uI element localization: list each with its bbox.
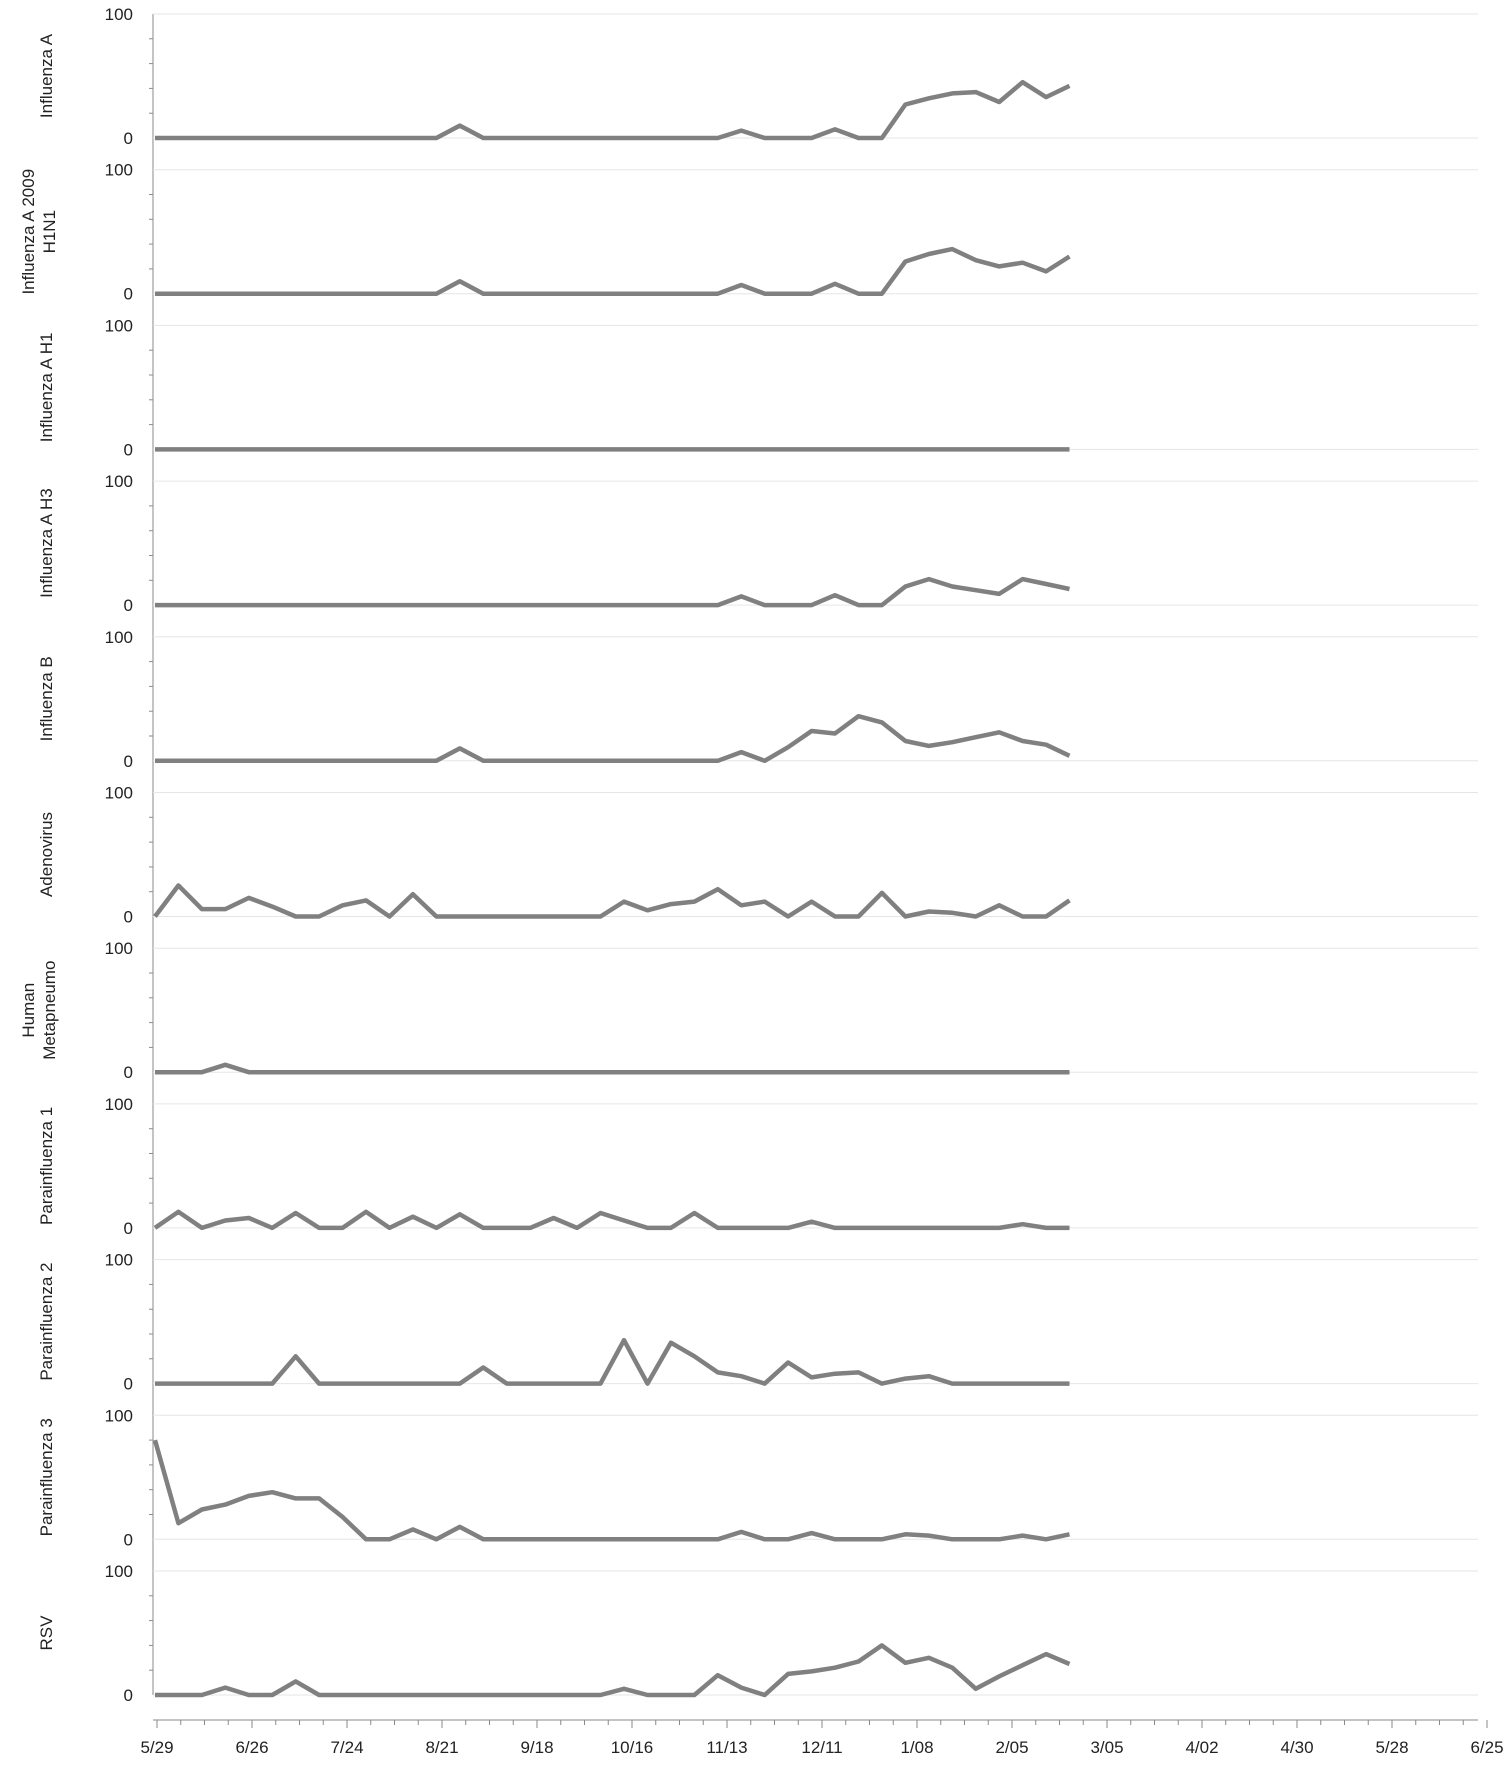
- y-tick-label: 100: [105, 1251, 133, 1270]
- panel-ylabel: Parainfluenza 1: [37, 1107, 56, 1225]
- x-tick-label: 9/18: [520, 1738, 553, 1757]
- y-tick-label: 0: [124, 1530, 133, 1549]
- y-tick-label: 100: [105, 939, 133, 958]
- y-tick-label: 0: [124, 1219, 133, 1238]
- y-tick-label: 0: [124, 440, 133, 459]
- y-tick-label: 100: [105, 472, 133, 491]
- panel-ylabel: Parainfluenza 2: [37, 1263, 56, 1381]
- y-tick-label: 100: [105, 628, 133, 647]
- series-line: [155, 246, 1071, 296]
- x-tick-label: 3/05: [1090, 1738, 1123, 1757]
- panel-ylabel: Human Metapneumo: [19, 961, 59, 1060]
- y-tick-label: 100: [105, 1562, 133, 1581]
- panel-ylabel: Influenza A H1: [37, 333, 56, 443]
- x-tick-label: 5/29: [140, 1738, 173, 1757]
- panel-ylabel: RSV: [37, 1615, 56, 1651]
- x-tick-label: 11/13: [706, 1738, 747, 1757]
- panel-ylabel: Influenza B: [37, 656, 56, 741]
- y-tick-label: 100: [105, 1095, 133, 1114]
- panel-ylabel: Influenza A H3: [37, 488, 56, 598]
- x-tick-label: 1/08: [900, 1738, 933, 1757]
- x-tick-label: 5/28: [1375, 1738, 1408, 1757]
- y-tick-label: 0: [124, 1686, 133, 1705]
- panel-ylabel: Parainfluenza 3: [37, 1418, 56, 1536]
- y-tick-label: 100: [105, 161, 133, 180]
- x-tick-label: 4/02: [1185, 1738, 1218, 1757]
- series-line: [155, 79, 1071, 141]
- series-line: [153, 883, 1071, 919]
- y-tick-label: 100: [105, 1406, 133, 1425]
- x-tick-label: 2/05: [995, 1738, 1028, 1757]
- series-line: [155, 1643, 1071, 1698]
- y-tick-label: 0: [124, 1375, 133, 1394]
- series-line: [155, 713, 1071, 764]
- y-tick-label: 100: [105, 784, 133, 803]
- panel-ylabel: Influenza A 2009 H1N1: [19, 169, 59, 295]
- y-tick-label: 100: [105, 316, 133, 335]
- panel-ylabel: Adenovirus: [37, 812, 56, 897]
- x-tick-label: 6/25: [1470, 1738, 1503, 1757]
- x-tick-label: 6/26: [235, 1738, 268, 1757]
- series-line: [155, 1337, 1070, 1386]
- x-tick-label: 10/16: [611, 1738, 654, 1757]
- y-tick-label: 0: [124, 596, 133, 615]
- series-line: [155, 1062, 1070, 1075]
- x-tick-label: 12/11: [801, 1738, 842, 1757]
- y-tick-label: 100: [105, 5, 133, 24]
- series-line: [152, 1439, 1070, 1542]
- y-tick-label: 0: [124, 1063, 133, 1082]
- x-tick-label: 8/21: [425, 1738, 458, 1757]
- series-line: [155, 576, 1070, 608]
- panel-ylabel: Influenza A: [37, 33, 56, 118]
- series-line: [153, 1209, 1070, 1231]
- y-tick-label: 0: [124, 752, 133, 771]
- x-tick-label: 7/24: [330, 1738, 363, 1757]
- y-tick-label: 0: [124, 285, 133, 304]
- x-tick-label: 4/30: [1280, 1738, 1313, 1757]
- y-tick-label: 0: [124, 908, 133, 927]
- y-tick-label: 0: [124, 129, 133, 148]
